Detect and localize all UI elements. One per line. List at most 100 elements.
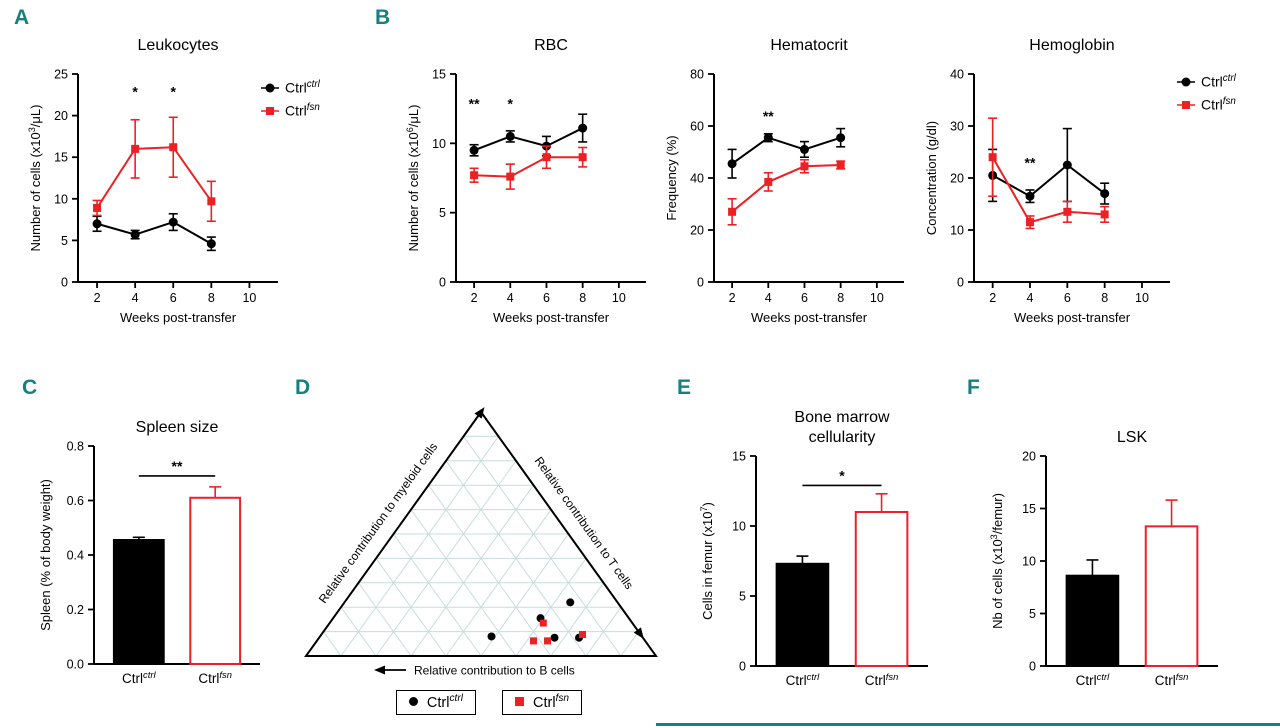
axis-arrow-icon [374,665,385,675]
y-tick-label: 60 [690,120,704,134]
circle-marker [1100,189,1110,199]
x-tick-label: 10 [242,291,256,305]
square-marker [207,197,216,206]
circle-marker [1062,160,1072,170]
circle-marker [92,219,102,229]
x-tick-label: 10 [870,291,884,305]
panel-label-e: E [677,376,692,399]
chart-title: Hematocrit [770,37,848,54]
square-marker [988,153,997,162]
square-marker [470,171,479,180]
significance-marker: * [132,83,138,99]
y-axis-label: Spleen (% of body weight) [38,479,53,631]
square-marker [93,203,102,212]
y-tick-label: 15 [54,151,68,165]
lineage-ternary-chart: Relative contribution to myeloid cells Re… [288,392,690,697]
y-tick-label: 15 [1022,502,1036,516]
ternary-bottom-axis-label: Relative contribution to B cells [414,664,575,678]
circle-marker [130,230,140,240]
x-tick-label: 6 [170,291,177,305]
y-tick-label: 0 [697,276,704,290]
bone-marrow-chart: 0 5 10 15 Bone marrow cellularity Cells in fem… [692,390,954,717]
y-tick-label: 10 [732,520,746,534]
y-tick-label: 0.6 [67,494,84,508]
y-tick-label: 30 [950,120,964,134]
rbc-chart: 0 5 10 15 2 4 6 8 10 Weeks post-transfer Number of… [398,22,660,345]
significance-marker: ** [763,108,774,124]
x-tick-label: 2 [471,291,478,305]
lsk-plot: 0 5 10 15 20 LSK Nb of cells (x103/femur) Ctrlc… [989,429,1218,688]
y-axis-label: Nb of cells (x103/femur) [989,493,1005,629]
x-tick-label: 4 [765,291,772,305]
spleen-size-chart: 0.0 0.2 0.4 0.6 0.8 Spleen size Spleen (% of b… [28,398,280,715]
circle-marker [1181,77,1191,87]
bar [189,496,242,666]
square-marker [578,153,587,162]
chart-title: Spleen size [136,419,219,436]
y-tick-label: 5 [61,234,68,248]
circle-marker [265,83,275,93]
legend-label: Ctrlfsn [1201,96,1236,112]
circle-marker [763,133,773,143]
circle-marker [550,633,559,642]
panel-label-a: A [14,6,30,29]
panel-label-c: C [22,376,38,399]
legend-label: Ctrlfsn [532,693,570,711]
y-tick-label: 0.4 [67,549,84,563]
y-tick-label: 15 [732,450,746,464]
x-tick-label: 6 [801,291,808,305]
x-tick-label: 8 [837,291,844,305]
y-tick-label: 0.8 [67,440,84,454]
y-axis-label: Concentration (g/dl) [924,121,939,235]
y-tick-label: 20 [1022,450,1036,464]
ternary-right-axis-label: Relative contribution to T cells [532,454,636,592]
leukocytes-plot: 0 5 10 15 20 25 2 4 6 8 10 Weeks post-transfer Numbe… [27,37,321,325]
square-marker [1063,207,1072,216]
square-marker [836,161,845,169]
bar-label: Ctrlfsn [1155,672,1189,688]
y-axis-label: Number of cells (x106/μL) [405,105,421,252]
circle-marker [487,632,496,641]
y-tick-label: 0.0 [67,658,84,672]
significance-marker: * [508,96,514,112]
circle-marker [469,145,479,155]
square-marker [169,143,178,152]
ternary-legend: Ctrlctrl Ctrlfsn [288,690,690,715]
square-marker [728,207,737,216]
y-axis-label: Number of cells (x103/μL) [27,105,43,252]
lsk-chart: 0 5 10 15 20 LSK Nb of cells (x103/femur) Ctrlc… [982,390,1244,717]
y-tick-label: 20 [54,109,68,123]
circle-marker [836,133,846,143]
circle-marker [578,123,588,133]
leukocytes-chart: 0 5 10 15 20 25 2 4 6 8 10 Weeks post-transfer Numbe… [20,22,350,345]
bottom-divider [656,723,1280,726]
x-tick-label: 8 [1101,291,1108,305]
bar [854,511,909,667]
square-marker [131,144,140,153]
legend-label: Ctrlctrl [1201,73,1237,89]
x-tick-label: 4 [507,291,514,305]
bar-label: Ctrlctrl [122,670,156,686]
x-tick-label: 8 [208,291,215,305]
y-tick-label: 0 [739,660,746,674]
y-tick-label: 5 [739,590,746,604]
y-axis-label: Cells in femur (x107) [699,502,715,620]
spleen-plot: 0.0 0.2 0.4 0.6 0.8 Spleen size Spleen (% of b… [38,419,260,686]
y-tick-label: 10 [1022,555,1036,569]
bar [775,562,830,667]
ternary-legend-ctrl: Ctrlctrl [395,690,476,715]
x-tick-label: 6 [543,291,550,305]
legend-label: Ctrlctrl [285,79,321,95]
bar-label: Ctrlctrl [786,672,820,688]
square-marker [800,162,809,171]
circle-marker [566,598,575,607]
square-marker [266,107,274,115]
x-axis-label: Weeks post-transfer [751,310,868,325]
y-tick-label: 25 [54,68,68,82]
bonemarrow-plot: 0 5 10 15 Bone marrow cellularity Cells in fem… [699,409,928,688]
y-tick-label: 20 [690,224,704,238]
hematocrit-chart: 0 20 40 60 80 2 4 6 8 10 Weeks post-transfer Freque… [656,22,918,345]
circle-marker [727,159,737,169]
